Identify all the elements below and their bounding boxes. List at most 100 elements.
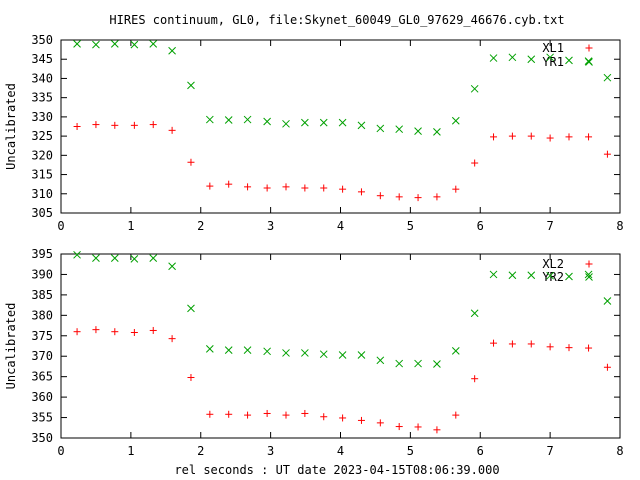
data-point-xl1 <box>187 158 195 166</box>
data-point-xl1 <box>73 123 81 130</box>
data-point-xl1 <box>585 133 593 141</box>
y-axis-label: Uncalibrated <box>4 83 18 170</box>
data-point-yr1 <box>338 118 347 127</box>
data-point-xl1 <box>301 184 309 192</box>
data-point-yr2 <box>73 250 81 259</box>
x-tick-label: 0 <box>57 444 64 458</box>
data-point-yr2 <box>110 254 119 262</box>
data-point-xl2 <box>603 363 611 371</box>
data-point-yr2 <box>376 356 385 365</box>
data-point-xl1 <box>282 183 290 191</box>
data-point-xl2 <box>320 413 328 421</box>
data-point-xl1 <box>546 134 554 142</box>
data-point-yr1 <box>301 118 309 127</box>
data-point-xl1 <box>433 193 441 201</box>
data-point-xl1 <box>111 121 119 129</box>
data-point-xl2 <box>433 426 441 434</box>
y-tick-label: 360 <box>31 390 53 404</box>
data-point-yr2 <box>470 309 479 318</box>
data-point-xl2 <box>565 344 573 352</box>
data-point-yr1 <box>149 39 158 48</box>
data-point-yr2 <box>451 347 460 355</box>
legend-label: XL2 <box>542 257 564 271</box>
data-point-yr1 <box>395 125 404 134</box>
data-point-yr1 <box>357 121 366 130</box>
y-tick-label: 370 <box>31 349 53 363</box>
x-tick-label: 6 <box>477 219 484 233</box>
data-point-xl2 <box>225 410 233 418</box>
y-tick-label: 335 <box>31 91 53 105</box>
data-point-xl1 <box>130 121 138 129</box>
data-point-yr1 <box>73 39 81 48</box>
data-point-yr1 <box>110 39 119 48</box>
data-point-xl2 <box>414 423 422 431</box>
x-tick-label: 8 <box>616 219 623 233</box>
x-tick-label: 3 <box>267 219 274 233</box>
y-tick-label: 385 <box>31 288 53 302</box>
data-point-yr2 <box>338 351 347 359</box>
data-point-yr1 <box>319 118 328 127</box>
data-point-xl2 <box>452 411 460 419</box>
y-tick-label: 350 <box>31 431 53 445</box>
y-tick-label: 380 <box>31 308 53 322</box>
data-point-yr1 <box>224 116 233 124</box>
y-tick-label: 395 <box>31 247 53 261</box>
x-tick-label: 5 <box>407 219 414 233</box>
data-point-yr1 <box>205 115 214 124</box>
data-point-yr1 <box>527 55 536 64</box>
data-point-yr2 <box>319 350 328 359</box>
data-point-xl2 <box>357 416 365 424</box>
data-point-yr1 <box>92 40 100 49</box>
y-tick-label: 345 <box>31 52 53 66</box>
data-point-yr1 <box>130 40 139 49</box>
x-tick-label: 6 <box>477 444 484 458</box>
data-point-yr2 <box>263 347 271 356</box>
data-point-xl2 <box>111 328 119 336</box>
data-point-yr1 <box>565 56 573 65</box>
data-point-yr1 <box>489 54 498 62</box>
data-point-yr2 <box>282 349 290 357</box>
data-point-yr1 <box>263 117 271 126</box>
data-point-yr1 <box>376 124 385 133</box>
x-tick-label: 5 <box>407 444 414 458</box>
data-point-yr2 <box>130 255 139 263</box>
data-point-xl1 <box>452 185 460 193</box>
data-point-yr2 <box>357 351 366 359</box>
data-point-yr2 <box>224 346 233 354</box>
data-point-yr2 <box>546 271 554 280</box>
data-point-yr1 <box>470 84 479 93</box>
data-point-xl2 <box>376 419 384 427</box>
data-point-xl2 <box>244 411 252 419</box>
legend-marker <box>585 44 593 52</box>
data-point-yr1 <box>243 115 252 124</box>
x-tick-label: 7 <box>547 219 554 233</box>
data-point-xl2 <box>585 344 593 352</box>
data-point-xl1 <box>603 150 611 158</box>
data-point-xl2 <box>527 340 535 348</box>
data-point-yr1 <box>282 119 290 128</box>
data-point-xl1 <box>565 133 573 141</box>
data-point-yr1 <box>414 127 422 135</box>
legend-marker <box>585 260 593 268</box>
data-point-xl1 <box>471 159 479 167</box>
x-tick-label: 4 <box>337 219 344 233</box>
x-tick-label: 1 <box>127 219 134 233</box>
data-point-xl1 <box>225 180 233 188</box>
data-point-yr2 <box>187 304 195 313</box>
data-point-xl2 <box>395 423 403 431</box>
x-tick-label: 4 <box>337 444 344 458</box>
data-point-yr1 <box>603 73 612 82</box>
data-point-xl1 <box>357 188 365 196</box>
data-point-xl1 <box>206 182 214 190</box>
y-tick-label: 310 <box>31 187 53 201</box>
data-point-xl2 <box>546 343 554 351</box>
data-point-yr2 <box>149 254 158 262</box>
data-point-xl2 <box>73 328 81 336</box>
x-tick-label: 2 <box>197 219 204 233</box>
y-axis-label: Uncalibrated <box>4 303 18 390</box>
data-point-xl2 <box>339 414 347 422</box>
y-tick-label: 305 <box>31 206 53 220</box>
data-point-xl2 <box>263 409 271 417</box>
y-tick-label: 390 <box>31 267 53 281</box>
data-point-yr1 <box>451 116 460 125</box>
